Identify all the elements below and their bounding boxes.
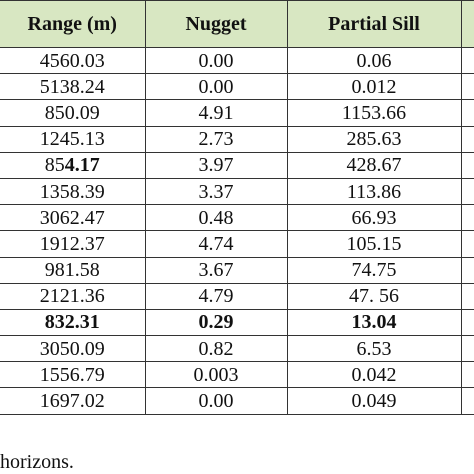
cell-partial-sill: 1153.66 bbox=[286, 99, 461, 127]
cell-nugget: 3.97 bbox=[144, 152, 287, 179]
table-row: 4560.03 0.00 0.06 bbox=[0, 47, 474, 75]
cell-partial-sill: 113.86 bbox=[286, 178, 461, 206]
cell-next-column bbox=[460, 73, 474, 101]
cell-partial-sill: 0.06 bbox=[286, 47, 461, 75]
cell-next-column bbox=[460, 361, 474, 389]
cell-nugget: 0.29 bbox=[144, 309, 287, 337]
cell-range: 981.58 bbox=[0, 257, 145, 284]
header-partial-sill: Partial Sill bbox=[286, 0, 461, 48]
cell-range-prefix: 85 bbox=[44, 154, 65, 177]
table-row: 3062.47 0.48 66.93 bbox=[0, 204, 474, 232]
table-body: 4560.03 0.00 0.06 5138.24 0.00 0.012 850.09 4.9… bbox=[0, 47, 474, 415]
cell-partial-sill: 428.67 bbox=[286, 152, 461, 179]
cell-nugget: 0.00 bbox=[144, 47, 287, 75]
cell-partial-sill: 0.049 bbox=[286, 387, 461, 415]
table-row: 850.09 4.91 1153.66 bbox=[0, 99, 474, 127]
cell-partial-sill: 105.15 bbox=[286, 230, 461, 258]
table-row: 981.58 3.67 74.75 bbox=[0, 257, 474, 284]
cell-next-column bbox=[460, 99, 474, 127]
cell-range: 1556.79 bbox=[0, 361, 145, 389]
cell-next-column bbox=[460, 309, 474, 337]
cell-next-column bbox=[460, 257, 474, 284]
cell-next-column bbox=[460, 230, 474, 258]
cell-range: 1245.13 bbox=[0, 126, 145, 153]
cell-partial-sill: 47. 56 bbox=[286, 283, 461, 310]
table-row: 1245.13 2.73 285.63 bbox=[0, 126, 474, 153]
cell-range: 5138.24 bbox=[0, 73, 145, 101]
cell-partial-sill: 0.012 bbox=[286, 73, 461, 101]
cell-range: 850.09 bbox=[0, 99, 145, 127]
header-nugget: Nugget bbox=[144, 0, 287, 48]
cell-range: 2121.36 bbox=[0, 283, 145, 310]
cell-nugget: 4.91 bbox=[144, 99, 287, 127]
cell-nugget: 3.37 bbox=[144, 178, 287, 206]
table-row: 854.17 3.97 428.67 bbox=[0, 152, 474, 179]
cell-nugget: 0.003 bbox=[144, 361, 287, 389]
cell-next-column bbox=[460, 152, 474, 179]
cell-nugget: 0.00 bbox=[144, 73, 287, 101]
cell-range: 832.31 bbox=[0, 309, 145, 337]
cell-range: 1358.39 bbox=[0, 178, 145, 206]
table-row: 1912.37 4.74 105.15 bbox=[0, 230, 474, 258]
cell-partial-sill: 74.75 bbox=[286, 257, 461, 284]
cell-next-column bbox=[460, 126, 474, 153]
variogram-parameters-table: Range (m) Nugget Partial Sill 4560.03 0.0… bbox=[0, 0, 474, 415]
table-row: 5138.24 0.00 0.012 bbox=[0, 73, 474, 101]
cell-next-column bbox=[460, 178, 474, 206]
cell-next-column bbox=[460, 335, 474, 363]
cell-partial-sill: 13.04 bbox=[286, 309, 461, 337]
cell-nugget: 0.82 bbox=[144, 335, 287, 363]
table-row: 1697.02 0.00 0.049 bbox=[0, 387, 474, 415]
cell-range: 1912.37 bbox=[0, 230, 145, 258]
cell-nugget: 0.48 bbox=[144, 204, 287, 232]
cell-range: 3050.09 bbox=[0, 335, 145, 363]
table-row: 1556.79 0.003 0.042 bbox=[0, 361, 474, 389]
cell-nugget: 2.73 bbox=[144, 126, 287, 153]
cell-partial-sill: 0.042 bbox=[286, 361, 461, 389]
variogram-table-container: Range (m) Nugget Partial Sill 4560.03 0.0… bbox=[0, 0, 474, 415]
cell-nugget: 4.74 bbox=[144, 230, 287, 258]
cell-next-column bbox=[460, 283, 474, 310]
cell-nugget: 3.67 bbox=[144, 257, 287, 284]
header-range: Range (m) bbox=[0, 0, 145, 48]
table-header-row: Range (m) Nugget Partial Sill bbox=[0, 0, 474, 48]
table-row: 1358.39 3.37 113.86 bbox=[0, 178, 474, 206]
cell-next-column bbox=[460, 47, 474, 75]
table-row: 3050.09 0.82 6.53 bbox=[0, 335, 474, 363]
cell-partial-sill: 66.93 bbox=[286, 204, 461, 232]
cell-nugget: 4.79 bbox=[144, 283, 287, 310]
table-footnote: horizons. bbox=[0, 451, 74, 473]
cell-next-column bbox=[460, 204, 474, 232]
header-next-column bbox=[460, 0, 474, 48]
cell-range-bold-part: 4.17 bbox=[64, 154, 100, 177]
cell-range: 3062.47 bbox=[0, 204, 145, 232]
table-row: 2121.36 4.79 47. 56 bbox=[0, 283, 474, 310]
table-row: 832.31 0.29 13.04 bbox=[0, 309, 474, 337]
cell-range: 4560.03 bbox=[0, 47, 145, 75]
cell-range: 854.17 bbox=[0, 152, 145, 179]
cell-partial-sill: 6.53 bbox=[286, 335, 461, 363]
cell-partial-sill: 285.63 bbox=[286, 126, 461, 153]
cell-next-column bbox=[460, 387, 474, 415]
cell-range: 1697.02 bbox=[0, 387, 145, 415]
cell-nugget: 0.00 bbox=[144, 387, 287, 415]
